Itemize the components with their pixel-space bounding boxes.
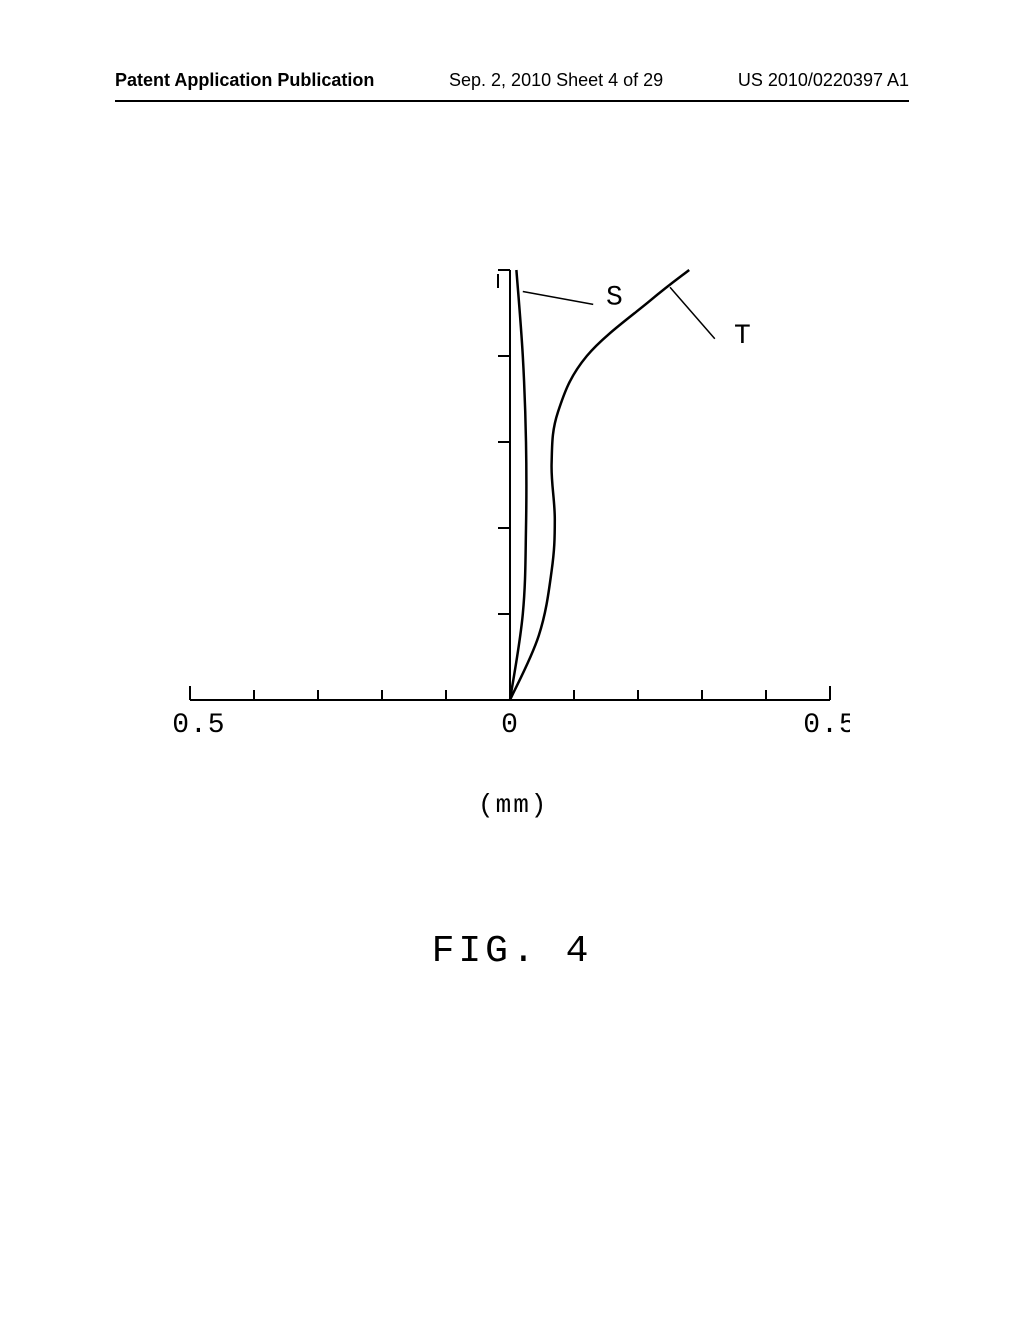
curve-label-t: T bbox=[734, 321, 751, 352]
curve-t bbox=[510, 270, 689, 700]
figure-number-label: FIG. 4 bbox=[0, 930, 1024, 973]
chart-svg: -0.5 0 0.5 S T bbox=[170, 260, 850, 780]
leader-line-1 bbox=[670, 287, 715, 339]
header-divider bbox=[115, 100, 909, 102]
page-header: Patent Application Publication Sep. 2, 2… bbox=[0, 70, 1024, 91]
curve-label-s: S bbox=[606, 282, 623, 313]
svg-text:0.5: 0.5 bbox=[803, 710, 850, 741]
svg-text:0: 0 bbox=[501, 710, 519, 741]
header-date-sheet: Sep. 2, 2010 Sheet 4 of 29 bbox=[449, 70, 663, 91]
leader-line-0 bbox=[523, 292, 593, 305]
header-publication-type: Patent Application Publication bbox=[115, 70, 374, 91]
curve-s bbox=[510, 270, 526, 700]
svg-text:-0.5: -0.5 bbox=[170, 710, 226, 741]
aberration-chart: -0.5 0 0.5 S T bbox=[170, 260, 850, 780]
x-axis-unit-label: (mm) bbox=[478, 790, 548, 820]
header-patent-number: US 2010/0220397 A1 bbox=[738, 70, 909, 91]
